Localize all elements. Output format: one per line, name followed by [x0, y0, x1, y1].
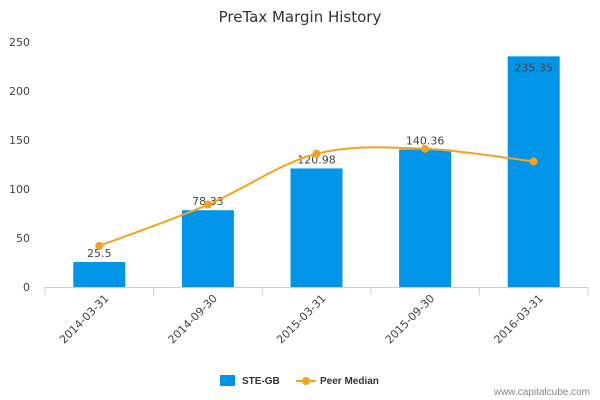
legend-label-peer-median: Peer Median [320, 376, 379, 387]
x-tick-label: 2015-03-31 [274, 292, 328, 346]
x-tick-label: 2014-03-31 [57, 292, 111, 346]
x-axis: 2014-03-31 2014-09-30 2015-03-31 2015-09-30… [44, 287, 589, 346]
peer-median-point[interactable] [529, 157, 538, 166]
peer-median-point[interactable] [95, 241, 104, 250]
bar[interactable] [507, 56, 560, 288]
y-tick-label: 200 [9, 85, 30, 98]
y-tick-label: 0 [23, 281, 30, 294]
x-tick-label: 2015-09-30 [383, 292, 437, 346]
y-tick-label: 250 [9, 36, 30, 49]
bar[interactable] [399, 149, 452, 287]
bar-data-label: 235.35 [514, 61, 553, 74]
legend-marker-peer-median [302, 377, 310, 385]
legend-label-ste-gb: STE-GB [242, 376, 280, 387]
bar-data-label: 25.5 [87, 247, 112, 260]
peer-median-point[interactable] [203, 200, 212, 209]
line-series [95, 144, 538, 250]
bar-data-label: 140.36 [406, 134, 445, 147]
peer-median-point[interactable] [421, 144, 430, 153]
bar[interactable] [290, 168, 343, 287]
chart-title: PreTax Margin History [219, 8, 382, 26]
y-tick-label: 100 [9, 183, 30, 196]
y-tick-label: 150 [9, 134, 30, 147]
bar[interactable] [73, 262, 126, 287]
y-axis: 0 50 100 150 200 250 [9, 36, 30, 294]
bar-series [73, 56, 560, 288]
peer-median-point[interactable] [312, 149, 321, 158]
source-credit: www.capitalcube.com [493, 387, 590, 398]
x-tick-label: 2016-03-31 [491, 292, 545, 346]
legend-swatch-ste-gb [220, 375, 235, 386]
x-tick-label: 2014-09-30 [166, 292, 220, 346]
y-tick-label: 50 [16, 232, 30, 245]
bar[interactable] [181, 210, 234, 287]
legend[interactable]: STE-GB Peer Median [220, 375, 379, 387]
